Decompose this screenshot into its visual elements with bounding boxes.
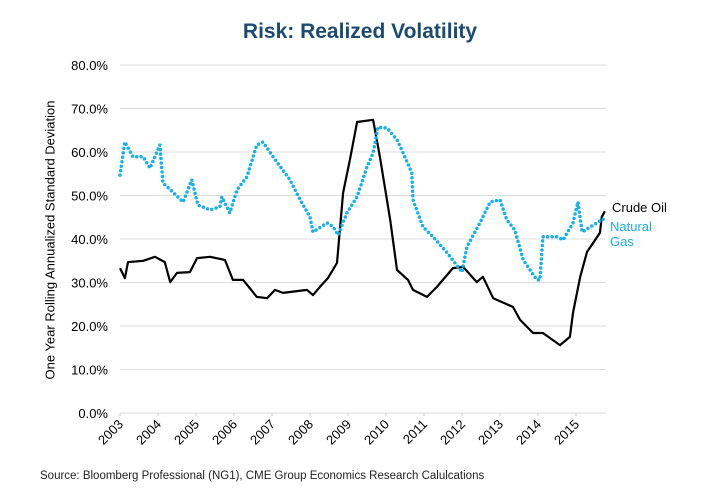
y-tick-label: 40.0% (71, 232, 108, 247)
y-tick-label: 80.0% (71, 58, 108, 73)
x-tick-label: 2013 (475, 417, 506, 448)
x-tick-label: 2015 (551, 417, 582, 448)
source-note: Source: Bloomberg Professional (NG1), CM… (40, 470, 485, 482)
y-tick-label: 70.0% (71, 102, 108, 117)
x-tick-label: 2003 (95, 417, 126, 448)
chart-title: Risk: Realized Volatility (242, 20, 478, 43)
y-tick-label: 60.0% (71, 145, 108, 160)
series-line-crude-oil (119, 118, 606, 347)
natural-gas-label: Natural (610, 219, 652, 234)
x-tick-label: 2009 (323, 417, 354, 448)
x-tick-label: 2005 (171, 417, 202, 448)
x-tick-label: 2012 (437, 417, 468, 448)
series-line-natural-gas (118, 125, 607, 282)
natural-gas-label: Gas (610, 234, 634, 249)
y-tick-label: 20.0% (71, 319, 108, 334)
x-tick-label: 2008 (285, 417, 316, 448)
crude-oil-label: Crude Oil (612, 200, 667, 215)
x-tick-label: 2011 (400, 417, 430, 447)
y-tick-label: 30.0% (71, 276, 108, 291)
y-tick-label: 50.0% (71, 189, 108, 204)
x-tick-label: 2007 (247, 417, 278, 448)
x-tick-label: 2010 (361, 417, 392, 448)
y-tick-label: 0.0% (78, 406, 108, 421)
x-tick-label: 2004 (133, 417, 164, 448)
y-tick-label: 10.0% (71, 363, 108, 378)
x-tick-label: 2006 (209, 417, 240, 448)
x-tick-label: 2014 (513, 417, 544, 448)
